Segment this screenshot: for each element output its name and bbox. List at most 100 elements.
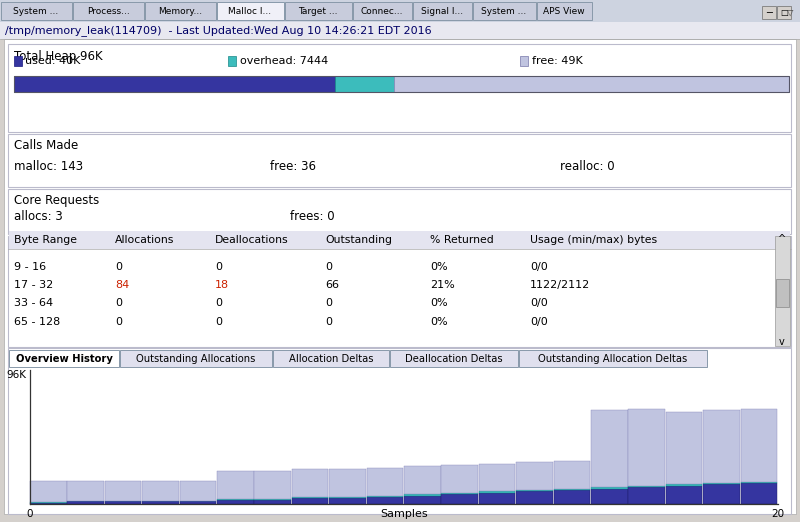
Bar — [142, 501, 178, 504]
Text: Byte Range: Byte Range — [14, 235, 77, 245]
Bar — [591, 410, 628, 487]
Text: ▽: ▽ — [786, 7, 794, 17]
Text: 0%: 0% — [430, 298, 448, 308]
Text: allocs: 3: allocs: 3 — [14, 210, 62, 223]
Text: 0: 0 — [115, 298, 122, 308]
Bar — [8, 348, 791, 514]
Bar — [404, 466, 441, 494]
Text: Memory...: Memory... — [158, 6, 202, 16]
Text: Malloc I...: Malloc I... — [229, 6, 271, 16]
Text: Usage (min/max) bytes: Usage (min/max) bytes — [530, 235, 657, 245]
Text: % Returned: % Returned — [430, 235, 494, 245]
Bar — [666, 412, 702, 484]
Text: free: 49K: free: 49K — [532, 56, 582, 66]
Bar — [741, 409, 778, 482]
Bar — [217, 499, 254, 500]
Bar — [629, 486, 665, 487]
Bar — [292, 497, 329, 499]
Text: 66: 66 — [325, 280, 339, 290]
Text: Allocation Deltas: Allocation Deltas — [289, 353, 374, 363]
Text: 0%: 0% — [430, 262, 448, 272]
Bar — [554, 489, 590, 490]
Bar — [353, 2, 412, 20]
Bar — [591, 487, 628, 489]
Text: 0: 0 — [325, 317, 332, 327]
Bar — [9, 231, 790, 249]
Bar — [105, 481, 142, 501]
Bar — [478, 491, 515, 493]
Bar — [217, 471, 254, 499]
Text: Signal I...: Signal I... — [421, 6, 463, 16]
Bar — [554, 490, 590, 504]
Text: 96K: 96K — [6, 370, 26, 380]
Text: Overview History: Overview History — [15, 353, 113, 363]
Bar — [366, 497, 403, 504]
Text: Samples: Samples — [380, 509, 428, 519]
Text: 1122/2112: 1122/2112 — [530, 280, 590, 290]
Text: 21%: 21% — [430, 280, 454, 290]
Bar — [703, 483, 740, 484]
Bar — [703, 484, 740, 504]
Bar — [404, 494, 441, 495]
Bar — [516, 491, 553, 504]
Bar — [629, 409, 665, 486]
Text: System ...: System ... — [482, 6, 526, 16]
Bar — [9, 350, 119, 367]
Text: 33 - 64: 33 - 64 — [14, 298, 53, 308]
Text: Calls Made: Calls Made — [14, 139, 78, 152]
Text: Total Heap 96K: Total Heap 96K — [14, 50, 102, 63]
Bar — [666, 484, 702, 486]
Bar — [330, 499, 366, 504]
Bar — [254, 500, 291, 504]
Text: 65 - 128: 65 - 128 — [14, 317, 60, 327]
Bar — [335, 76, 394, 92]
Text: Deallocations: Deallocations — [215, 235, 289, 245]
Text: Outstanding Allocations: Outstanding Allocations — [136, 353, 256, 363]
Bar — [473, 2, 536, 20]
Bar — [105, 501, 142, 504]
Text: Connec...: Connec... — [361, 6, 403, 16]
Bar — [217, 2, 284, 20]
Bar — [1, 2, 72, 20]
Text: free: 36: free: 36 — [270, 160, 316, 173]
Text: 0: 0 — [215, 317, 222, 327]
Bar — [292, 469, 329, 497]
Bar — [179, 481, 216, 501]
Bar — [478, 493, 515, 504]
Text: 18: 18 — [215, 280, 229, 290]
Text: 0/0: 0/0 — [530, 262, 548, 272]
Bar — [330, 469, 366, 497]
Bar — [516, 490, 553, 491]
Bar — [8, 44, 791, 132]
Text: 0: 0 — [325, 262, 332, 272]
Bar — [366, 496, 403, 497]
Text: ^: ^ — [778, 234, 786, 244]
Bar — [741, 483, 778, 504]
Text: 9 - 16: 9 - 16 — [14, 262, 46, 272]
Bar — [14, 76, 789, 92]
Text: System ...: System ... — [14, 6, 58, 16]
Bar — [478, 464, 515, 491]
Bar — [0, 22, 800, 39]
Text: v: v — [779, 337, 785, 347]
Bar — [67, 481, 104, 501]
Bar — [404, 495, 441, 504]
Text: 0: 0 — [115, 317, 122, 327]
Bar — [14, 76, 335, 92]
Bar — [120, 350, 272, 367]
Bar — [0, 0, 800, 22]
Bar — [273, 350, 389, 367]
Bar — [442, 465, 478, 493]
Text: 0: 0 — [115, 262, 122, 272]
Bar — [254, 471, 291, 499]
Bar — [390, 350, 518, 367]
Text: 20: 20 — [771, 509, 785, 519]
Bar — [30, 503, 66, 504]
Text: Outstanding: Outstanding — [325, 235, 392, 245]
Text: Process...: Process... — [86, 6, 130, 16]
Text: 17 - 32: 17 - 32 — [14, 280, 54, 290]
Text: □: □ — [780, 8, 788, 18]
Bar — [775, 236, 790, 346]
Bar — [179, 501, 216, 504]
Text: 0: 0 — [215, 262, 222, 272]
